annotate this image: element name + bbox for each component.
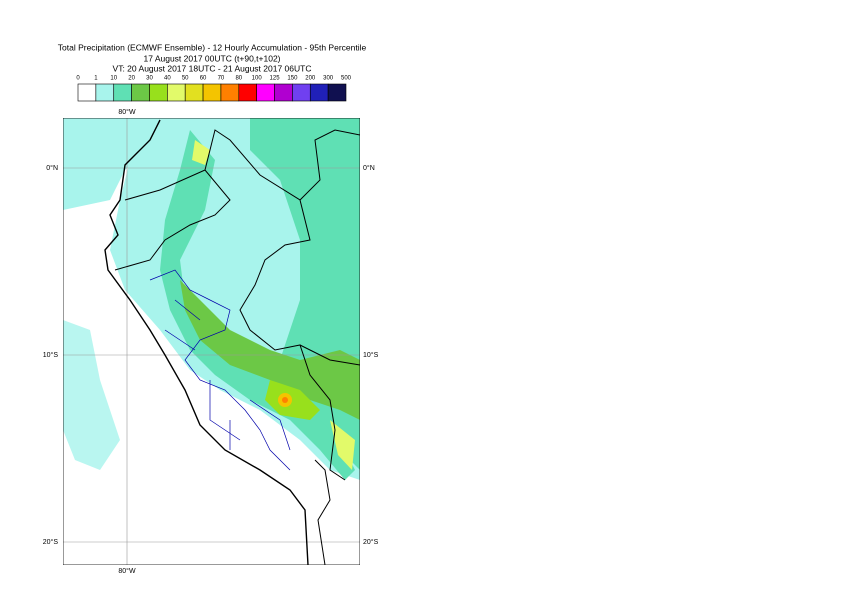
colorbar-label: 150 [287, 76, 298, 82]
border [299, 129, 360, 201]
colorbar-box [256, 83, 275, 102]
colorbar-label: 1 [94, 76, 98, 82]
lat-label: 0°N [46, 164, 58, 172]
coastline [104, 119, 309, 565]
colorbar-label: 20 [128, 76, 135, 82]
colorbar-label: 40 [164, 76, 171, 82]
lat-label: 20°S [363, 538, 379, 546]
colorbar-box [184, 83, 204, 102]
colorbar-box [238, 83, 257, 102]
colorbar-label: 0 [76, 76, 80, 82]
colorbar-box [131, 83, 150, 102]
colorbar-box [220, 83, 240, 102]
lat-label: 10°S [43, 351, 59, 359]
lat-label: 20°S [43, 538, 59, 546]
graticule [63, 118, 360, 565]
precip [160, 130, 355, 480]
precip [282, 397, 288, 403]
colorbar-label: 10 [110, 76, 117, 82]
border [299, 344, 360, 366]
colorbar-box [309, 83, 329, 102]
colorbar-box [167, 83, 186, 102]
precip [192, 140, 210, 165]
title: Total Precipitation (ECMWF Ensemble) - 1… [58, 42, 367, 52]
base-time: 17 August 2017 00UTC (t+90,t+102) [143, 53, 280, 63]
colorbar-box [77, 83, 97, 102]
region-border [149, 269, 291, 471]
border [204, 129, 346, 481]
lon-label: 80°W [118, 567, 136, 575]
colorbar-box [274, 83, 293, 102]
colorbar-label: 60 [200, 76, 207, 82]
colorbar-label: 500 [341, 76, 352, 82]
colorbar-box [327, 83, 347, 102]
map [63, 118, 360, 565]
colorbar-box [95, 83, 115, 102]
precip [63, 320, 120, 470]
precip [180, 280, 360, 420]
colorbar: 0 1 10 20 30 40 50 60 70 80 100 125 150 200 300 500 [76, 76, 352, 102]
colorbar-label: 300 [323, 76, 334, 82]
colorbar-label: 125 [270, 76, 281, 82]
lat-label: 0°N [363, 164, 375, 172]
border [114, 169, 231, 271]
colorbar-box [292, 83, 311, 102]
lat-label: 10°S [363, 351, 379, 359]
precip [330, 420, 355, 470]
colorbar-label: 30 [146, 76, 153, 82]
colorbar-label: 70 [218, 76, 225, 82]
colorbar-label: 80 [235, 76, 242, 82]
colorbar-label: 100 [252, 76, 263, 82]
colorbar-label: 200 [305, 76, 316, 82]
colorbar-box [202, 83, 222, 102]
precip [265, 380, 320, 420]
valid-time: VT: 20 August 2017 18UTC - 21 August 201… [113, 63, 312, 73]
lon-label: 80°W [118, 108, 136, 116]
colorbar-label: 50 [182, 76, 189, 82]
colorbar-box [149, 83, 168, 102]
colorbar-box [113, 83, 132, 102]
border [314, 459, 331, 565]
